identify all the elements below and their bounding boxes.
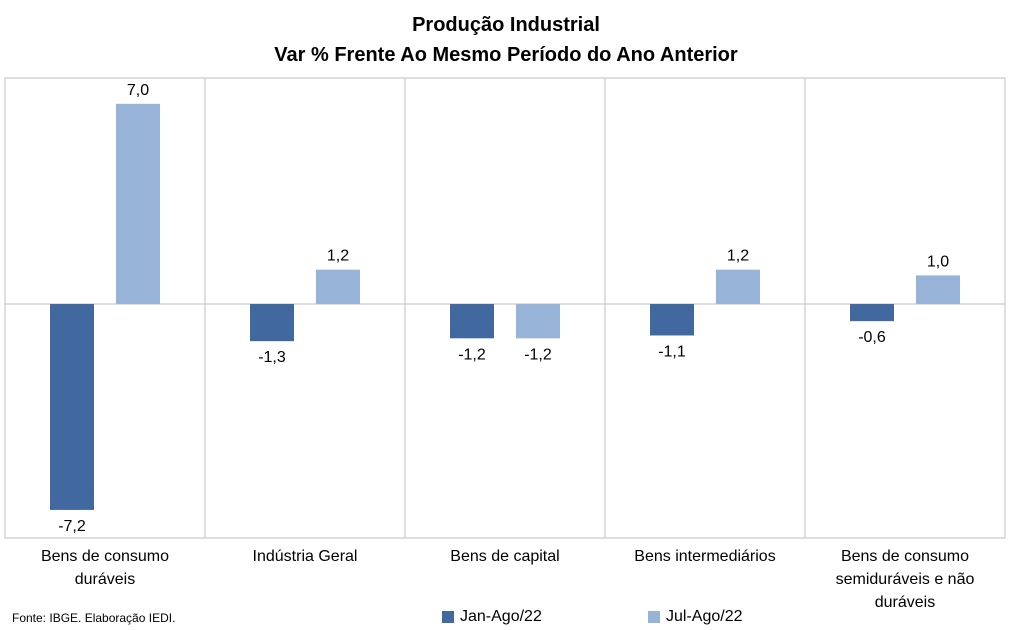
bar	[850, 304, 894, 322]
data-label: -1,2	[524, 346, 552, 363]
bar	[116, 103, 160, 304]
data-label: -1,3	[258, 349, 286, 366]
bar	[716, 269, 760, 304]
legend-label-jan-ago: Jan-Ago/22	[460, 608, 542, 625]
data-label: 1,2	[727, 248, 749, 265]
category-label: Indústria Geral	[253, 548, 358, 565]
bar	[50, 304, 94, 510]
source-note: Fonte: IBGE. Elaboração IEDI.	[12, 611, 176, 625]
category-label: Bens de consumo	[841, 548, 969, 565]
category-label: Bens intermediários	[634, 548, 775, 565]
bar	[250, 304, 294, 342]
category-label: duráveis	[875, 594, 935, 611]
bar	[916, 275, 960, 304]
legend-label-jul-ago: Jul-Ago/22	[666, 608, 743, 625]
data-label: 7,0	[127, 82, 149, 99]
legend-item-jul-ago: Jul-Ago/22	[648, 606, 743, 628]
plot-area-border	[4, 77, 1006, 539]
bar	[650, 304, 694, 336]
data-label: -1,1	[658, 343, 686, 360]
data-label: -7,2	[58, 518, 86, 535]
data-label: 1,2	[327, 248, 349, 265]
bar	[450, 304, 494, 339]
category-label: Bens de capital	[450, 548, 559, 565]
data-label: -0,6	[858, 329, 886, 346]
bar	[316, 269, 360, 304]
chart-title: Produção Industrial	[412, 14, 600, 36]
legend-swatch-jan-ago	[442, 611, 454, 623]
category-label: semiduráveis e não	[836, 571, 975, 588]
data-label: 1,0	[927, 253, 949, 270]
legend-swatch-jul-ago	[648, 611, 660, 623]
category-label: Bens de consumo	[41, 548, 169, 565]
data-label: -1,2	[458, 346, 486, 363]
chart-subtitle: Var % Frente Ao Mesmo Período do Ano Ant…	[274, 44, 738, 66]
category-label: duráveis	[75, 571, 135, 588]
legend-item-jan-ago: Jan-Ago/22	[442, 606, 542, 628]
bar	[516, 304, 560, 339]
